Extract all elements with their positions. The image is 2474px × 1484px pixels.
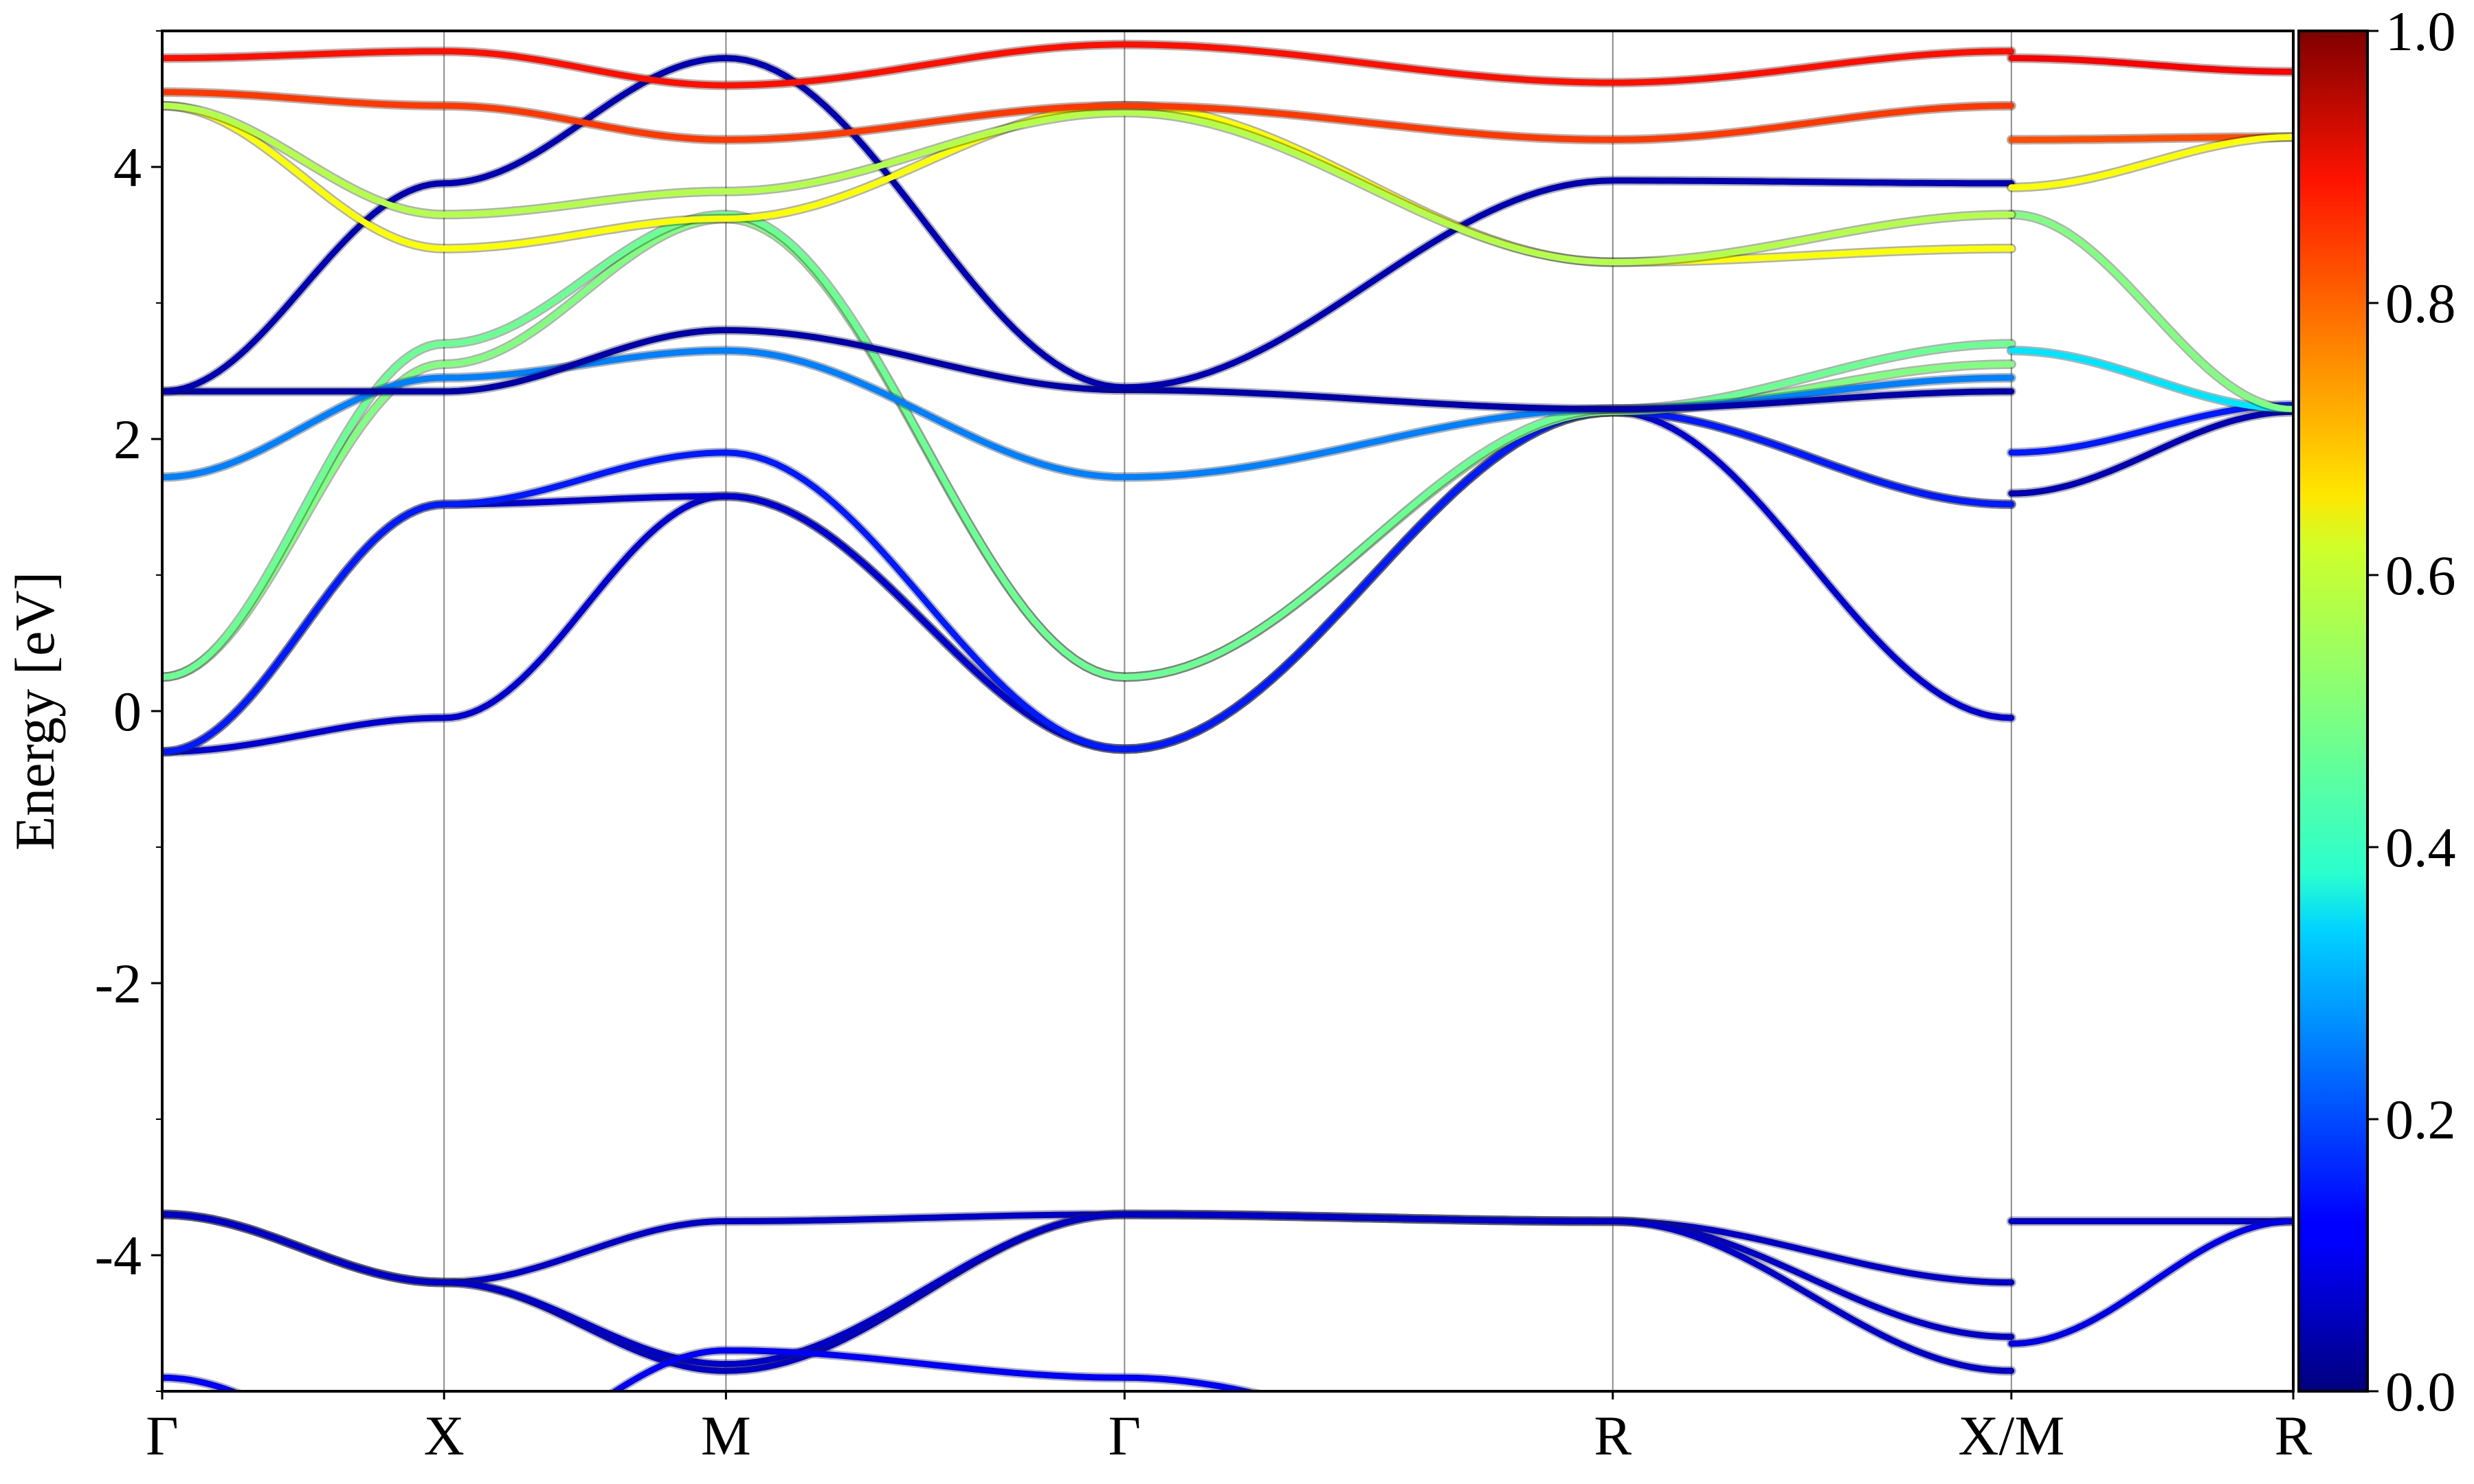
band-line [2008,55,2293,75]
x-tick-label: Γ [1108,1404,1141,1467]
band-line [162,55,2015,395]
band-line [2008,408,2293,497]
band-outline [162,346,2016,482]
x-tick-label: Γ [146,1404,178,1467]
band-line [2008,133,2293,143]
band-line [2008,1218,2293,1347]
band-line [162,408,2015,755]
x-tick-label: M [701,1404,751,1467]
colorbar-tick-label: 0.6 [2385,544,2456,607]
band-line [162,408,2015,755]
band-outline [162,214,2016,682]
x-tick-label: X/M [1958,1404,2064,1467]
x-tick-label: R [2275,1404,2313,1467]
band-outline [162,407,2016,757]
band-line [162,1347,1260,1391]
band-lines [162,39,2293,1391]
band-line [162,41,2015,89]
band-outline [162,407,2016,757]
band-line [162,1211,2015,1374]
y-tick-label: 4 [113,136,142,199]
band-outline [162,407,2016,757]
x-axis: Γ X M Γ R X/M R [146,1391,2313,1467]
colorbar-tick-label: 0.2 [2385,1088,2456,1151]
band-line [162,102,2015,266]
colorbar [2297,30,2369,1393]
band-outline [162,210,2016,682]
colorbar-tick-label: 0.4 [2385,816,2456,879]
y-tick-label: 2 [113,408,142,471]
band-line [162,327,2015,412]
band-line [162,215,2015,680]
y-axis: -4 -2 0 2 4 [95,30,162,1392]
y-tick-label: 0 [113,680,142,743]
colorbar-tick-label: 0.0 [2385,1360,2456,1423]
y-axis-label: Energy [eV] [3,572,66,851]
x-tick-label: R [1594,1404,1631,1467]
band-line [2008,133,2293,191]
x-tick-label: X [424,1404,465,1467]
band-line [162,211,2015,680]
colorbar-axis: 0.0 0.2 0.4 0.6 0.8 1.0 [2367,0,2456,1423]
band-line [162,89,2015,143]
y-tick-label: -4 [95,1224,142,1287]
band-line [162,408,2015,755]
colorbar-tick-label: 1.0 [2385,0,2456,63]
band-line [2008,347,2293,412]
band-line [2008,211,2293,412]
colorbar-tick-label: 0.8 [2385,272,2456,335]
y-tick-label: -2 [95,952,142,1015]
band-line [162,347,2015,480]
high-symmetry-lines [443,31,2012,1391]
